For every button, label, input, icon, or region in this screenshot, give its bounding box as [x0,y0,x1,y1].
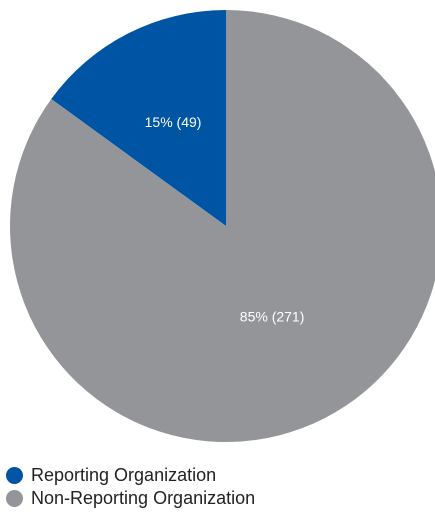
legend-label-reporting: Reporting Organization [31,465,217,485]
pie-chart: 15% (49) 85% (271) [10,10,435,442]
legend-swatch-non-reporting [6,490,23,507]
slice-label-non-reporting: 85% (271) [240,308,305,324]
legend: Reporting Organization Non-Reporting Org… [6,464,255,510]
legend-item-non-reporting: Non-Reporting Organization [6,487,255,510]
pie-slice-reporting [51,10,226,226]
legend-label-non-reporting: Non-Reporting Organization [31,488,256,508]
legend-item-reporting: Reporting Organization [6,464,255,487]
pie-slice-non-reporting [10,10,435,442]
legend-swatch-reporting [6,467,23,484]
slice-label-reporting: 15% (49) [145,114,202,130]
